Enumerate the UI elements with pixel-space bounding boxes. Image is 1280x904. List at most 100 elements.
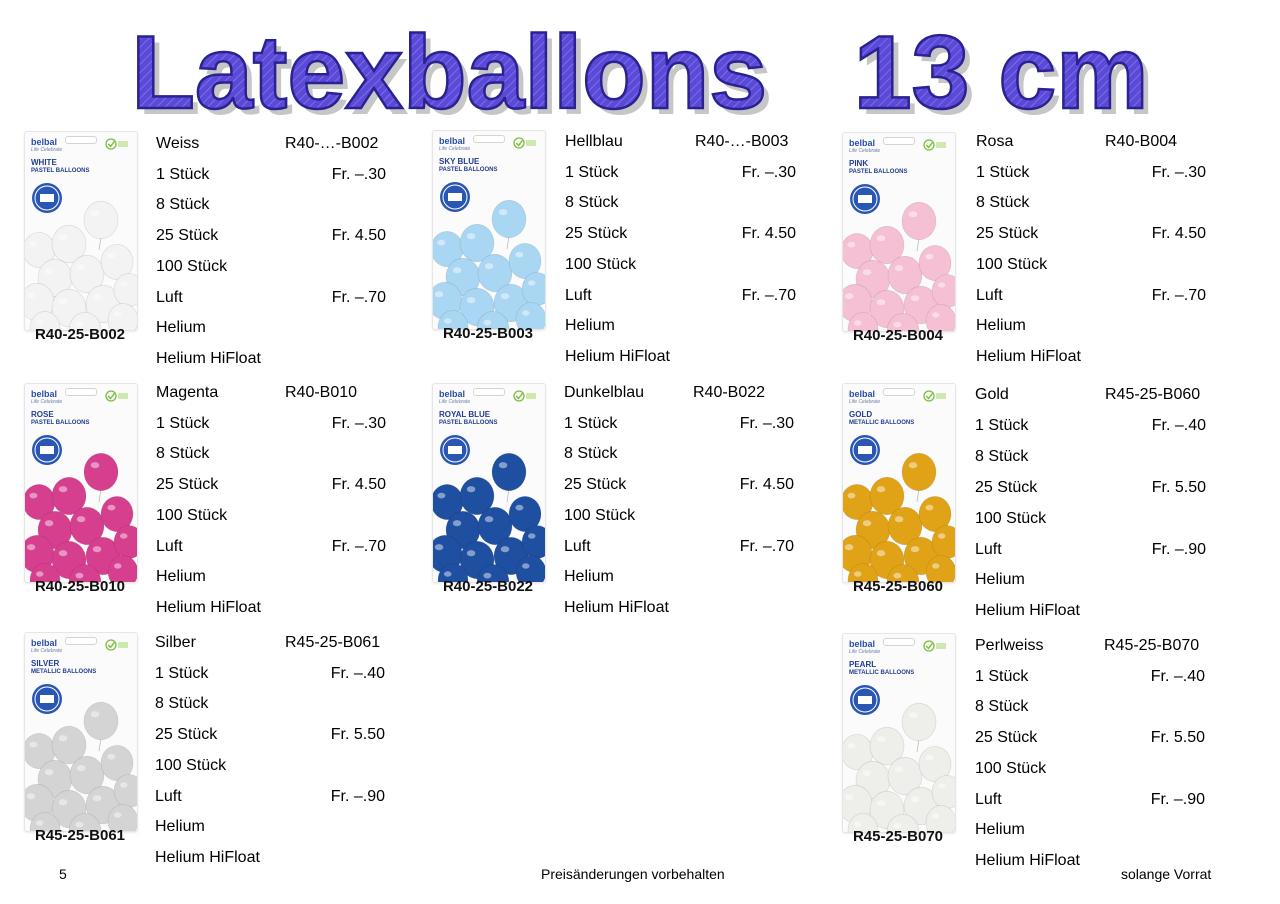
package-color-name: ROSE xyxy=(31,410,54,419)
price-value: Fr. 4.50 xyxy=(1151,225,1206,243)
package-color-name: PINK xyxy=(849,159,869,168)
hang-hole xyxy=(473,135,505,143)
quantity-label: Helium HiFloat xyxy=(975,602,1080,620)
brand-tagline: Life Celebrate xyxy=(31,648,63,654)
quantity-label: 100 Stück xyxy=(975,759,1047,777)
quantity-label: 100 Stück xyxy=(976,255,1048,273)
price-value: Fr. 4.50 xyxy=(331,227,386,245)
balloon-cluster-graphic xyxy=(25,200,137,330)
brand-logo: belbal xyxy=(31,389,58,399)
quantity-label: 8 Stück xyxy=(975,447,1029,465)
quantity-label: 25 Stück xyxy=(565,225,628,243)
price-disclaimer: Preisänderungen vorbehalten xyxy=(541,866,725,882)
package-color-name: SILVER xyxy=(31,659,60,668)
quantity-label: 1 Stück xyxy=(565,163,619,181)
brand-tagline: Life Celebrate xyxy=(31,147,63,153)
quantity-badge-icon xyxy=(850,435,880,465)
check-icon xyxy=(105,138,128,150)
quantity-label: 8 Stück xyxy=(155,695,209,713)
balloon-cluster-graphic xyxy=(843,702,955,832)
quantity-label: Helium HiFloat xyxy=(155,848,260,866)
brand-tagline: Life Celebrate xyxy=(849,148,881,154)
quantity-label: 100 Stück xyxy=(156,506,228,524)
product-code: R45-25-B060 xyxy=(1105,386,1201,403)
quantity-label: 100 Stück xyxy=(564,506,636,524)
page-title: Latexballons 13 cm xyxy=(131,15,1148,125)
quantity-label: Helium HiFloat xyxy=(975,851,1080,869)
product-code: R45-25-B070 xyxy=(1104,637,1200,654)
hang-hole xyxy=(65,388,97,396)
quantity-label: Helium HiFloat xyxy=(564,598,669,616)
package-type: METALLIC BALLOONS xyxy=(849,420,915,426)
quantity-label: 8 Stück xyxy=(564,445,618,463)
quantity-label: Helium HiFloat xyxy=(976,347,1081,365)
hang-hole xyxy=(883,638,915,646)
quantity-badge-icon xyxy=(850,184,880,214)
quantity-label: Helium xyxy=(156,568,206,586)
price-value: Fr. –.90 xyxy=(1151,540,1206,558)
brand-logo: belbal xyxy=(439,136,466,146)
balloon-package-image: belbal Life Celebrate ROSE PASTEL BALLOONS xyxy=(24,383,138,583)
quantity-label: 8 Stück xyxy=(565,194,619,212)
product-name: Silber xyxy=(155,634,196,651)
price-value: Fr. –.30 xyxy=(741,163,796,181)
quantity-label: 25 Stück xyxy=(976,225,1039,243)
check-icon xyxy=(513,137,536,149)
price-value: Fr. –.30 xyxy=(331,414,386,432)
quantity-label: Luft xyxy=(976,286,1003,304)
quantity-label: 8 Stück xyxy=(156,445,210,463)
quantity-badge-icon xyxy=(440,182,470,212)
product-name: Hellblau xyxy=(565,133,623,150)
check-icon xyxy=(923,390,946,402)
price-value: Fr. –.40 xyxy=(1150,667,1205,685)
quantity-label: Helium xyxy=(975,571,1025,589)
price-value: Fr. 4.50 xyxy=(741,225,796,243)
package-color-name: GOLD xyxy=(849,410,873,419)
package-color-name: ROYAL BLUE xyxy=(439,410,491,419)
quantity-label: 1 Stück xyxy=(975,416,1029,434)
quantity-label: 100 Stück xyxy=(155,756,227,774)
quantity-label: 8 Stück xyxy=(975,698,1029,716)
brand-tagline: Life Celebrate xyxy=(31,399,63,405)
price-value: Fr. –.70 xyxy=(1151,286,1206,304)
quantity-label: 25 Stück xyxy=(156,227,219,245)
check-icon xyxy=(923,640,946,652)
quantity-label: Helium HiFloat xyxy=(156,349,261,367)
quantity-badge-icon xyxy=(32,183,62,213)
quantity-label: Luft xyxy=(975,790,1002,808)
stock-note: solange Vorrat xyxy=(1121,866,1212,882)
package-type: METALLIC BALLOONS xyxy=(31,669,97,675)
quantity-label: Helium xyxy=(565,317,615,335)
quantity-label: 8 Stück xyxy=(156,196,210,214)
brand-logo: belbal xyxy=(31,638,58,648)
quantity-label: Luft xyxy=(156,537,183,555)
package-type: PASTEL BALLOONS xyxy=(31,168,90,174)
brand-tagline: Life Celebrate xyxy=(439,399,471,405)
product-name: Rosa xyxy=(976,133,1014,150)
brand-tagline: Life Celebrate xyxy=(849,399,881,405)
balloon-package-image: belbal Life Celebrate GOLD METALLIC BALLOON… xyxy=(842,383,956,583)
page-title-banner: Latexballons 13 cm Latexballons 13 cm xyxy=(130,14,1155,125)
balloon-cluster-graphic xyxy=(25,701,137,831)
check-icon xyxy=(105,639,128,651)
quantity-label: Luft xyxy=(155,787,182,805)
brand-tagline: Life Celebrate xyxy=(849,649,881,655)
balloon-package-image: belbal Life Celebrate PINK PASTEL BALLOONS xyxy=(842,132,956,332)
product-code: R40-B022 xyxy=(693,384,766,401)
price-value: Fr. –.30 xyxy=(739,414,794,432)
brand-tagline: Life Celebrate xyxy=(439,146,471,152)
quantity-label: Luft xyxy=(564,537,591,555)
check-icon xyxy=(923,139,946,151)
price-value: Fr. 4.50 xyxy=(331,476,386,494)
product-sku: R45-25-B070 xyxy=(852,828,944,845)
brand-logo: belbal xyxy=(849,389,876,399)
quantity-badge-icon xyxy=(440,435,470,465)
balloon-cluster-graphic xyxy=(433,452,545,582)
price-value: Fr. –.40 xyxy=(1151,416,1206,434)
quantity-label: Helium HiFloat xyxy=(156,598,261,616)
balloon-package-image: belbal Life Celebrate WHITE PASTEL BALLOONS xyxy=(24,131,138,331)
quantity-label: 8 Stück xyxy=(976,194,1030,212)
product-sku: R40-25-B004 xyxy=(852,327,944,344)
price-value: Fr. 5.50 xyxy=(330,726,385,744)
product-sku: R45-25-B061 xyxy=(34,827,126,844)
